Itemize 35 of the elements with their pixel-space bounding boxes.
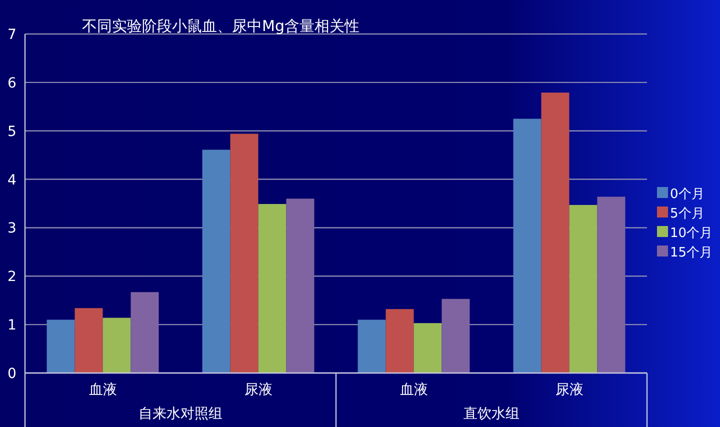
y-tick-label: 4 xyxy=(8,172,17,188)
legend-label: 5个月 xyxy=(670,206,704,222)
bar xyxy=(442,298,470,373)
y-tick-label: 1 xyxy=(8,318,16,334)
text: 自来水对照组 xyxy=(138,406,222,422)
legend-label: 0个月 xyxy=(670,187,704,202)
x-tick-label: 血液 xyxy=(88,382,117,398)
bar xyxy=(286,198,314,373)
bar xyxy=(541,92,570,373)
y-tick-label: 3 xyxy=(8,220,16,237)
y-tick-label: 0 xyxy=(8,366,16,382)
bar xyxy=(414,323,442,373)
bar xyxy=(569,204,598,373)
legend-label: 10个月 xyxy=(670,226,713,241)
y-tick-label: 5 xyxy=(8,124,16,140)
x-tick-label: 尿液 xyxy=(244,382,272,398)
y-tick-label: 2 xyxy=(8,269,16,286)
bar xyxy=(386,309,414,373)
bar xyxy=(597,196,626,373)
bar xyxy=(102,318,131,373)
bar xyxy=(130,292,159,373)
bar xyxy=(202,150,230,373)
text: 直饮水组 xyxy=(464,406,520,422)
legend-label: 15个月 xyxy=(670,246,713,260)
bar xyxy=(513,118,542,373)
bar xyxy=(230,134,258,373)
y-tick-label: 7 xyxy=(8,27,16,43)
bar xyxy=(46,320,75,373)
bar xyxy=(358,320,386,373)
y-tick-label: 6 xyxy=(8,75,17,92)
x-tick-label: 血液 xyxy=(400,382,428,398)
bar xyxy=(74,308,103,373)
bar xyxy=(258,204,286,373)
chart-title: 不同实验阶段小鼠血、尿中Mg含量相关性 xyxy=(82,17,360,35)
x-tick-label: 尿液 xyxy=(555,382,584,398)
